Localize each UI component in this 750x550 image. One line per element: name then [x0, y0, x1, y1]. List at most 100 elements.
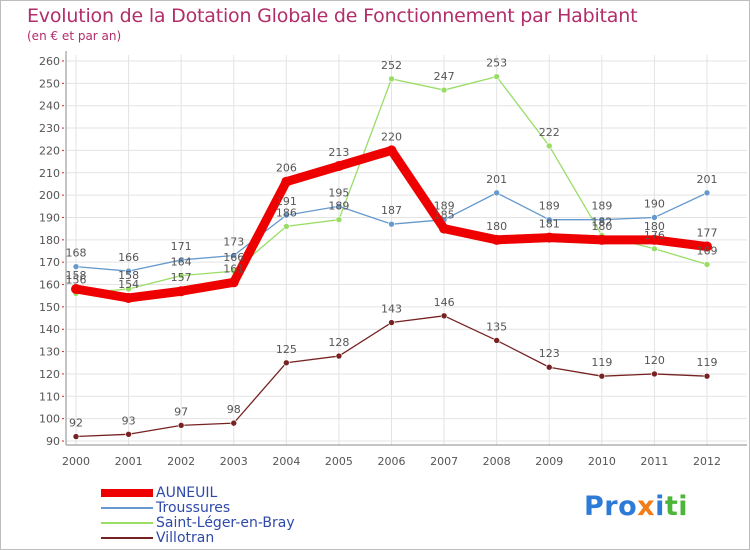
data-point [703, 261, 711, 268]
chart-legend: AUNEUIL Troussures Saint-Léger-en-Bray Vill… [101, 485, 295, 546]
data-label: 168 [66, 247, 87, 260]
y-tick-label: 90 [46, 435, 60, 448]
data-label: 173 [223, 235, 244, 248]
x-tick-label: 2008 [483, 455, 511, 468]
data-label: 189 [539, 200, 560, 213]
data-label: 135 [486, 320, 507, 333]
data-point [283, 223, 290, 230]
data-label: 97 [174, 405, 188, 418]
data-point [335, 216, 343, 224]
data-point [702, 241, 712, 252]
data-label: 143 [381, 303, 402, 316]
x-tick-label: 2006 [378, 455, 406, 468]
data-label: 123 [539, 347, 560, 360]
y-tick-label: 200 [39, 189, 60, 202]
x-tick-label: 2009 [535, 455, 563, 468]
logo-letters: x [637, 491, 656, 522]
data-label: 222 [539, 126, 560, 139]
data-point [493, 189, 500, 197]
data-point [388, 75, 395, 83]
data-point [651, 245, 658, 253]
y-tick-label: 250 [39, 77, 60, 90]
x-tick-label: 2012 [693, 455, 721, 468]
logo-letters: Pro [584, 491, 638, 522]
data-point [545, 216, 553, 224]
data-point [230, 419, 238, 427]
data-point [649, 234, 660, 245]
data-point [72, 433, 80, 440]
x-tick-label: 2007 [430, 455, 458, 468]
legend-item: Troussures [101, 500, 295, 516]
data-point [177, 256, 185, 264]
y-tick-label: 130 [39, 346, 60, 359]
legend-label: Saint-Léger-en-Bray [156, 514, 295, 531]
data-point [283, 211, 290, 219]
data-label: 180 [486, 220, 507, 233]
x-tick-label: 2001 [115, 455, 143, 468]
data-label: 128 [328, 336, 349, 349]
x-tick-label: 2011 [640, 455, 668, 468]
data-label: 189 [434, 200, 455, 213]
legend-item: Saint-Léger-en-Bray [101, 514, 295, 531]
data-label: 253 [486, 57, 507, 70]
y-tick-label: 110 [39, 390, 60, 403]
data-point [283, 359, 290, 367]
data-point [281, 176, 292, 187]
data-label: 213 [328, 146, 349, 159]
data-point [440, 86, 448, 94]
data-point [545, 363, 553, 371]
legend-swatch [101, 521, 153, 524]
data-label: 166 [118, 251, 139, 264]
data-point [596, 234, 607, 245]
data-label: 119 [697, 356, 718, 369]
data-label: 176 [644, 229, 665, 242]
data-point [125, 267, 132, 275]
y-tick-label: 190 [39, 211, 60, 224]
data-point [598, 372, 606, 380]
legend-swatch [101, 488, 153, 497]
y-tick-label: 230 [39, 122, 60, 135]
y-tick-label: 140 [39, 323, 60, 336]
data-label: 158 [118, 269, 139, 282]
data-label: 156 [66, 273, 87, 286]
y-tick-label: 220 [39, 144, 60, 157]
data-point [176, 286, 187, 297]
data-label: 146 [434, 296, 455, 309]
data-label: 125 [276, 343, 297, 356]
data-label: 186 [276, 206, 297, 219]
legend-swatch [101, 506, 153, 509]
data-point [545, 142, 553, 150]
data-point [230, 252, 238, 259]
legend-item: Villotran [101, 529, 295, 546]
data-point [388, 319, 395, 326]
data-point [71, 284, 81, 294]
data-label: 220 [381, 130, 402, 143]
data-label: 252 [381, 59, 402, 72]
data-point [598, 216, 606, 224]
data-label: 181 [539, 218, 560, 231]
legend-label: Villotran [156, 529, 215, 546]
data-label: 92 [69, 417, 83, 430]
data-label: 206 [276, 162, 297, 175]
data-point [335, 352, 343, 360]
data-label: 119 [591, 356, 612, 369]
x-tick-label: 2010 [588, 455, 616, 468]
data-label: 177 [697, 227, 718, 240]
data-label: 185 [434, 209, 455, 222]
data-label: 180 [644, 220, 665, 233]
data-point [703, 189, 711, 197]
data-point [544, 232, 555, 243]
data-label: 161 [223, 262, 244, 275]
data-label: 154 [118, 278, 139, 291]
logo-letters: i [655, 491, 665, 522]
x-tick-label: 2003 [220, 455, 248, 468]
y-tick-label: 120 [39, 368, 60, 381]
proxiti-logo: Proxiti [584, 491, 688, 522]
data-label: 187 [381, 204, 402, 217]
data-point [125, 430, 132, 438]
data-point [335, 202, 343, 210]
data-label: 182 [591, 215, 612, 228]
y-tick-label: 180 [39, 234, 60, 247]
